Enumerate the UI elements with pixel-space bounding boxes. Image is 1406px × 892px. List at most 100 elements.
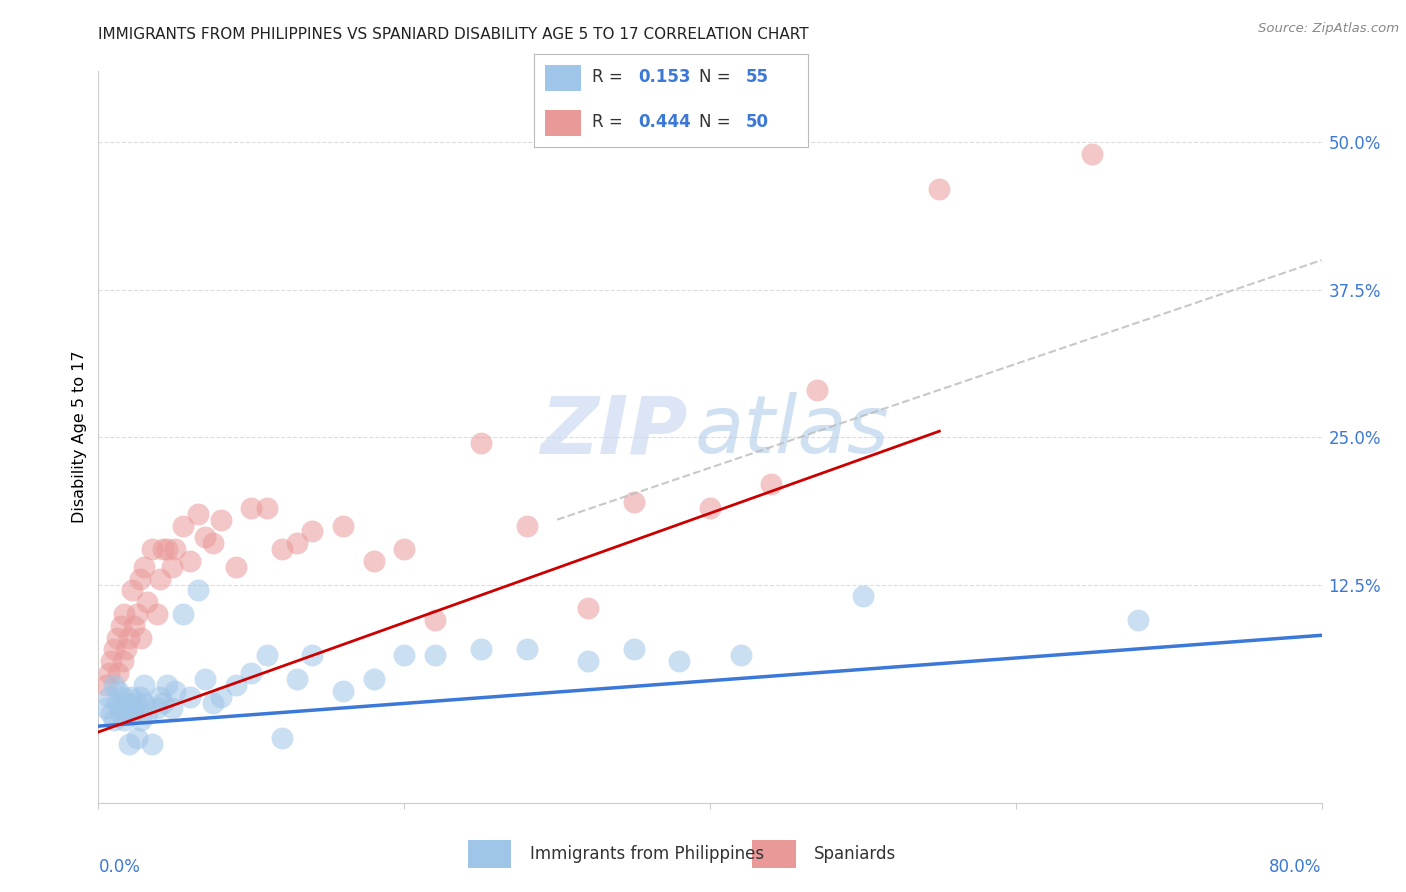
Point xyxy=(134,559,156,574)
Text: N =: N = xyxy=(699,69,735,87)
Point xyxy=(172,518,194,533)
Point xyxy=(187,583,209,598)
Point xyxy=(285,672,308,686)
Point xyxy=(125,696,148,710)
Point xyxy=(470,436,492,450)
Point xyxy=(852,590,875,604)
Point xyxy=(332,683,354,698)
Point xyxy=(129,713,152,727)
Point xyxy=(103,678,125,692)
Point xyxy=(118,737,141,751)
Text: R =: R = xyxy=(592,113,628,131)
Point xyxy=(270,542,292,557)
Text: Immigrants from Philippines: Immigrants from Philippines xyxy=(530,845,763,863)
Point xyxy=(115,696,138,710)
Point xyxy=(516,642,538,657)
Point xyxy=(141,737,163,751)
Point xyxy=(107,683,129,698)
Text: 0.0%: 0.0% xyxy=(98,858,141,876)
Point xyxy=(225,678,247,692)
Point xyxy=(576,654,599,668)
Point xyxy=(128,690,150,704)
Point xyxy=(111,690,134,704)
Point xyxy=(152,696,174,710)
Point xyxy=(194,672,217,686)
Point xyxy=(172,607,194,621)
FancyBboxPatch shape xyxy=(752,840,796,868)
Point xyxy=(149,572,172,586)
Point xyxy=(392,648,416,663)
Point xyxy=(156,678,179,692)
Point xyxy=(103,713,125,727)
Point xyxy=(156,542,179,557)
Point xyxy=(112,607,135,621)
Point xyxy=(110,619,132,633)
Point xyxy=(122,701,145,715)
Point xyxy=(623,495,645,509)
Point xyxy=(118,631,141,645)
Point xyxy=(160,559,183,574)
Point xyxy=(423,648,446,663)
Point xyxy=(122,619,145,633)
Point xyxy=(668,654,690,668)
Point xyxy=(121,583,143,598)
Point xyxy=(110,701,132,715)
Point xyxy=(256,500,278,515)
Point xyxy=(759,477,782,491)
Point xyxy=(134,678,156,692)
Point xyxy=(363,554,385,568)
Point xyxy=(152,542,174,557)
Point xyxy=(100,654,122,668)
Point xyxy=(120,690,142,704)
Point xyxy=(115,642,138,657)
Point xyxy=(202,696,225,710)
Point xyxy=(103,642,125,657)
Point xyxy=(240,500,263,515)
Point xyxy=(928,182,950,196)
Point xyxy=(806,383,828,397)
Text: R =: R = xyxy=(592,69,628,87)
Text: 55: 55 xyxy=(745,69,769,87)
Point xyxy=(225,559,247,574)
Point xyxy=(392,542,416,557)
Point xyxy=(699,500,721,515)
Point xyxy=(110,707,132,722)
Point xyxy=(141,542,163,557)
Point xyxy=(118,701,141,715)
Point xyxy=(363,672,385,686)
Point xyxy=(1128,613,1150,627)
Text: Source: ZipAtlas.com: Source: ZipAtlas.com xyxy=(1258,22,1399,36)
Point xyxy=(209,690,232,704)
Point xyxy=(98,666,121,681)
Point xyxy=(332,518,354,533)
Point xyxy=(100,707,122,722)
Point xyxy=(134,696,156,710)
Point xyxy=(301,648,323,663)
Text: 0.444: 0.444 xyxy=(638,113,692,131)
Point xyxy=(125,607,148,621)
Point xyxy=(163,542,186,557)
Point xyxy=(730,648,752,663)
Point xyxy=(187,507,209,521)
Text: IMMIGRANTS FROM PHILIPPINES VS SPANIARD DISABILITY AGE 5 TO 17 CORRELATION CHART: IMMIGRANTS FROM PHILIPPINES VS SPANIARD … xyxy=(98,27,808,42)
Point xyxy=(270,731,292,745)
Point xyxy=(179,690,201,704)
Point xyxy=(623,642,645,657)
Point xyxy=(125,731,148,745)
Point xyxy=(209,513,232,527)
Text: atlas: atlas xyxy=(695,392,890,470)
Point xyxy=(163,683,186,698)
Point xyxy=(145,607,167,621)
Point xyxy=(160,701,183,715)
Point xyxy=(240,666,263,681)
Point xyxy=(470,642,492,657)
Point xyxy=(94,701,117,715)
Point xyxy=(136,595,159,609)
Point xyxy=(105,696,128,710)
Point xyxy=(129,631,152,645)
Point xyxy=(202,536,225,550)
Point xyxy=(179,554,201,568)
Point xyxy=(111,654,134,668)
Point xyxy=(107,666,129,681)
Point xyxy=(121,707,143,722)
